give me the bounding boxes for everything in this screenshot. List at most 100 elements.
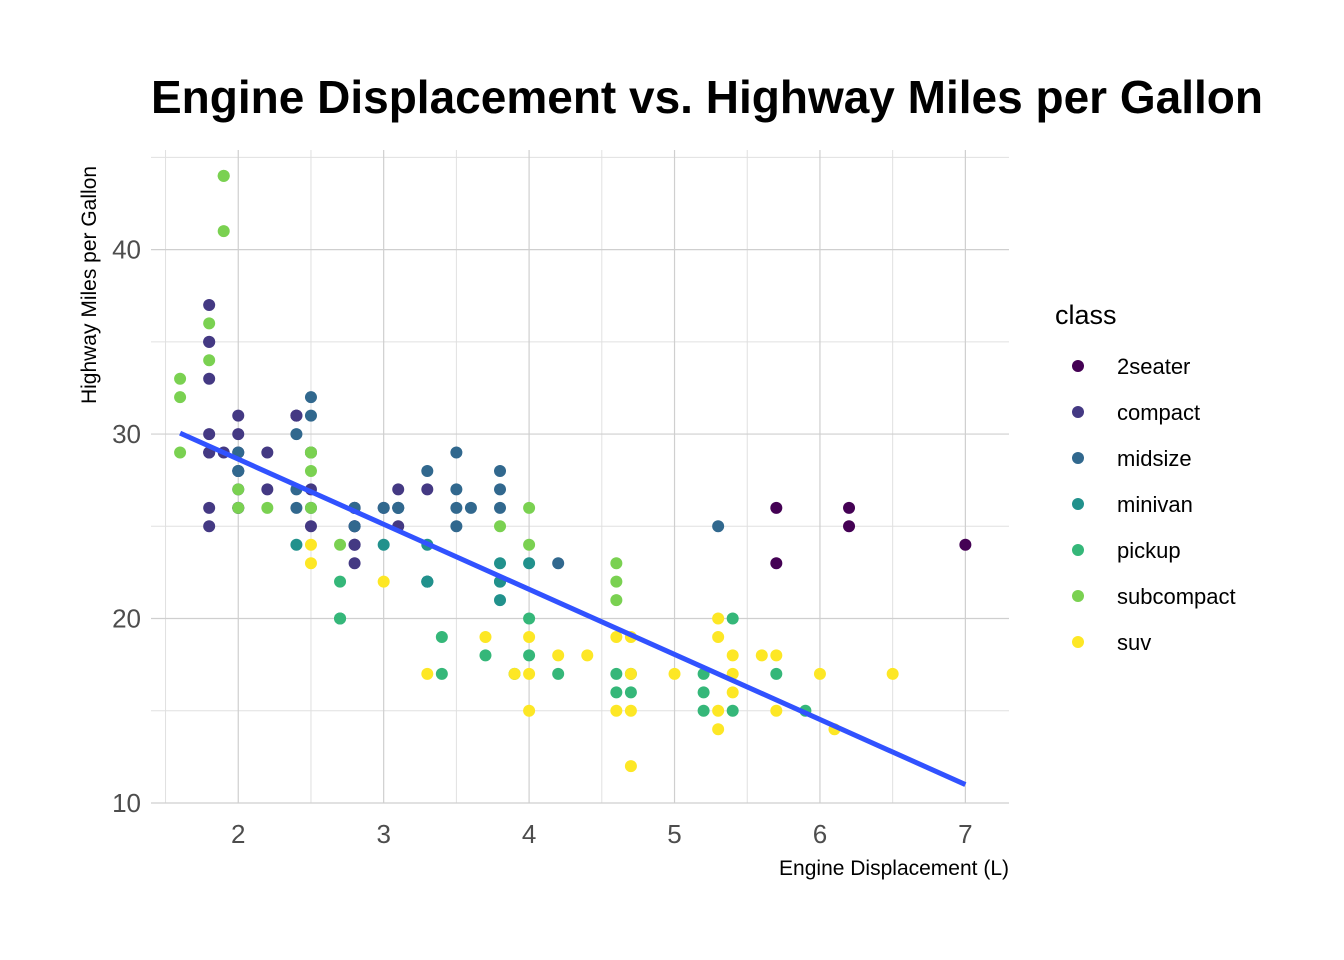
data-point-suv xyxy=(523,630,536,643)
data-point-suv xyxy=(523,704,536,717)
data-point-suv xyxy=(726,686,739,699)
data-point-suv xyxy=(712,704,725,717)
legend-label-minivan: minivan xyxy=(1117,492,1193,517)
legend-label-suv: suv xyxy=(1117,630,1151,655)
data-point-midsize xyxy=(450,483,463,496)
data-point-midsize xyxy=(290,428,303,441)
data-point-subcompact xyxy=(610,594,623,607)
data-point-midsize xyxy=(494,483,507,496)
data-point-subcompact xyxy=(232,501,245,514)
data-point-suv xyxy=(624,667,637,680)
y-axis-ticks: 10 20 30 40 xyxy=(112,235,141,818)
data-point-pickup xyxy=(697,686,710,699)
data-point-suv xyxy=(755,649,768,662)
data-point-pickup xyxy=(435,630,448,643)
y-tick-label: 10 xyxy=(112,788,141,818)
legend-key-compact xyxy=(1072,406,1084,418)
legend-label-compact: compact xyxy=(1117,400,1200,425)
data-point-subcompact xyxy=(494,520,507,533)
data-point-2seater xyxy=(770,557,783,570)
data-point-compact xyxy=(348,557,361,570)
legend-label-2seater: 2seater xyxy=(1117,354,1190,379)
data-point-compact xyxy=(203,520,216,533)
data-point-subcompact xyxy=(174,372,187,385)
data-point-subcompact xyxy=(217,225,230,238)
data-point-suv xyxy=(770,649,783,662)
x-tick-label: 2 xyxy=(231,819,245,849)
data-point-suv xyxy=(624,704,637,717)
data-points xyxy=(174,169,972,773)
data-point-midsize xyxy=(304,391,317,404)
legend-key-midsize xyxy=(1072,452,1084,464)
legend-title: class xyxy=(1055,300,1117,330)
data-point-suv xyxy=(610,630,623,643)
data-point-suv xyxy=(304,538,317,551)
data-point-pickup xyxy=(610,686,623,699)
grid xyxy=(151,150,1009,804)
data-point-midsize xyxy=(392,501,405,514)
data-point-midsize xyxy=(348,520,361,533)
legend: class 2seater compact midsize minivan pickup… xyxy=(1055,300,1236,655)
data-point-subcompact xyxy=(523,538,536,551)
data-point-suv xyxy=(886,667,899,680)
x-tick-label: 3 xyxy=(376,819,390,849)
data-point-compact xyxy=(392,483,405,496)
y-tick-label: 30 xyxy=(112,419,141,449)
trend-line-group xyxy=(179,430,967,787)
data-point-suv xyxy=(377,575,390,588)
data-point-pickup xyxy=(334,575,347,588)
data-point-subcompact xyxy=(334,538,347,551)
data-point-pickup xyxy=(726,612,739,625)
data-point-pickup xyxy=(552,667,565,680)
x-tick-label: 6 xyxy=(813,819,827,849)
data-point-midsize xyxy=(232,464,245,477)
data-point-compact xyxy=(261,446,274,459)
data-point-suv xyxy=(712,630,725,643)
data-point-midsize xyxy=(450,501,463,514)
data-point-suv xyxy=(624,760,637,773)
data-point-subcompact xyxy=(232,483,245,496)
data-point-compact xyxy=(348,538,361,551)
data-point-pickup xyxy=(435,667,448,680)
data-point-2seater xyxy=(770,501,783,514)
data-point-subcompact xyxy=(217,169,230,182)
data-point-compact xyxy=(203,335,216,348)
data-point-midsize xyxy=(377,501,390,514)
data-point-suv xyxy=(610,704,623,717)
data-point-midsize xyxy=(421,464,434,477)
data-point-subcompact xyxy=(203,317,216,330)
data-point-pickup xyxy=(523,612,536,625)
data-point-midsize xyxy=(552,557,565,570)
legend-key-minivan xyxy=(1072,498,1084,510)
data-point-subcompact xyxy=(523,501,536,514)
data-point-midsize xyxy=(712,520,725,533)
legend-key-pickup xyxy=(1072,544,1084,556)
data-point-pickup xyxy=(610,667,623,680)
data-point-compact xyxy=(203,298,216,311)
data-point-2seater xyxy=(843,520,856,533)
x-tick-label: 5 xyxy=(667,819,681,849)
legend-label-midsize: midsize xyxy=(1117,446,1192,471)
trend-line xyxy=(179,430,967,787)
data-point-pickup xyxy=(726,704,739,717)
data-point-pickup xyxy=(624,686,637,699)
data-point-subcompact xyxy=(610,557,623,570)
data-point-minivan xyxy=(421,575,434,588)
data-point-suv xyxy=(421,667,434,680)
data-point-midsize xyxy=(494,501,507,514)
legend-key-suv xyxy=(1072,636,1084,648)
data-point-pickup xyxy=(697,704,710,717)
legend-key-subcompact xyxy=(1072,590,1084,602)
data-point-subcompact xyxy=(174,446,187,459)
data-point-2seater xyxy=(959,538,972,551)
chart-title: Engine Displacement vs. Highway Miles pe… xyxy=(151,71,1263,123)
data-point-suv xyxy=(508,667,521,680)
data-point-compact xyxy=(290,409,303,422)
legend-key-2seater xyxy=(1072,360,1084,372)
data-point-minivan xyxy=(494,594,507,607)
data-point-subcompact xyxy=(304,446,317,459)
data-point-subcompact xyxy=(610,575,623,588)
data-point-compact xyxy=(203,372,216,385)
data-point-suv xyxy=(770,704,783,717)
